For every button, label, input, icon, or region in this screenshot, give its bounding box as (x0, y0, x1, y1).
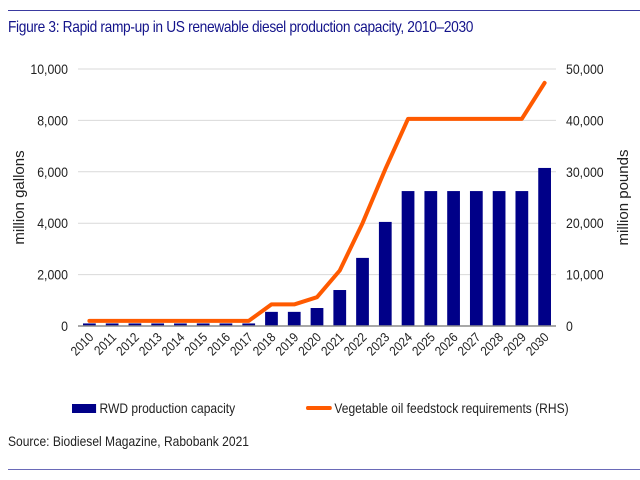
x-tick-label: 2011 (91, 330, 119, 358)
x-tick-label: 2016 (204, 330, 233, 359)
x-tick-label: 2029 (500, 330, 529, 359)
bottom-rule (8, 469, 640, 470)
chart-area: 0 2,000 4,000 6,000 8,000 10,000 0 10,000 20,000… (11, 61, 632, 359)
bar (492, 191, 506, 326)
y-tick-label-right: 50,000 (566, 61, 604, 77)
y-tick-label-right: 20,000 (566, 215, 604, 231)
y-tick-label-left: 8,000 (37, 113, 68, 129)
x-tick-label: 2027 (455, 330, 484, 359)
bar (310, 308, 324, 326)
y-tick-label-left: 0 (61, 318, 68, 334)
legend-label-bar: RWD production capacity (99, 400, 236, 416)
bar (447, 191, 460, 326)
x-tick-label: 2021 (318, 330, 347, 359)
bar (128, 323, 142, 326)
x-tick-label: 2013 (136, 330, 165, 359)
x-tick-label: 2030 (523, 330, 552, 359)
legend-swatch-bar (72, 403, 97, 413)
bar (538, 167, 551, 326)
bar (333, 290, 347, 326)
y-axis-title-right: million pounds (615, 150, 632, 246)
x-tick-label: 2025 (409, 330, 438, 359)
x-tick-label: 2018 (250, 330, 279, 359)
bar (174, 323, 187, 326)
y-tick-label-right: 40,000 (566, 113, 604, 129)
line-series-feedstock (87, 80, 547, 323)
y-tick-label-right: 30,000 (566, 164, 604, 180)
bar (265, 311, 278, 326)
legend-swatch-line (306, 406, 332, 410)
bar (196, 323, 210, 326)
source-note: Source: Biodiesel Magazine, Rabobank 202… (8, 433, 249, 449)
x-tick-label: 2024 (386, 330, 415, 359)
y-tick-label-left: 6,000 (37, 164, 68, 180)
y-axis-title-left: million gallons (11, 150, 28, 244)
bar (401, 191, 415, 326)
bar (515, 191, 529, 326)
y-tick-label-right: 10,000 (566, 267, 604, 283)
x-tick-label: 2010 (68, 330, 97, 359)
y-tick-label-left: 2,000 (37, 267, 68, 283)
legend-label-line: Vegetable oil feedstock requirements (RH… (334, 400, 569, 416)
bar (83, 323, 96, 326)
y-tick-label-left: 10,000 (30, 61, 68, 77)
legend-item-line: Vegetable oil feedstock requirements (RH… (306, 400, 569, 416)
bar (424, 191, 438, 326)
bar (105, 323, 119, 326)
bar (469, 191, 483, 326)
bar (287, 311, 301, 326)
x-tick-label: 2026 (432, 330, 461, 359)
y-tick-label-left: 4,000 (37, 215, 68, 231)
x-tick-label: 2015 (182, 330, 211, 359)
y-tick-label-right: 0 (566, 318, 573, 334)
bar (151, 323, 165, 326)
x-tick-label: 2014 (159, 330, 188, 359)
bar (378, 221, 392, 326)
x-tick-label: 2023 (364, 330, 393, 359)
x-tick-label: 2019 (273, 330, 302, 359)
x-tick-label: 2020 (295, 330, 324, 359)
bar (219, 323, 233, 326)
x-tick-label: 2022 (341, 330, 370, 359)
bar (242, 323, 256, 326)
bar (356, 257, 369, 326)
x-tick-label: 2012 (113, 330, 142, 359)
x-tick-label: 2028 (478, 330, 507, 359)
legend-item-bar: RWD production capacity (72, 400, 235, 416)
top-rule (8, 10, 640, 11)
chart-title: Figure 3: Rapid ramp-up in US renewable … (8, 19, 474, 36)
x-tick-label: 2017 (227, 330, 256, 359)
